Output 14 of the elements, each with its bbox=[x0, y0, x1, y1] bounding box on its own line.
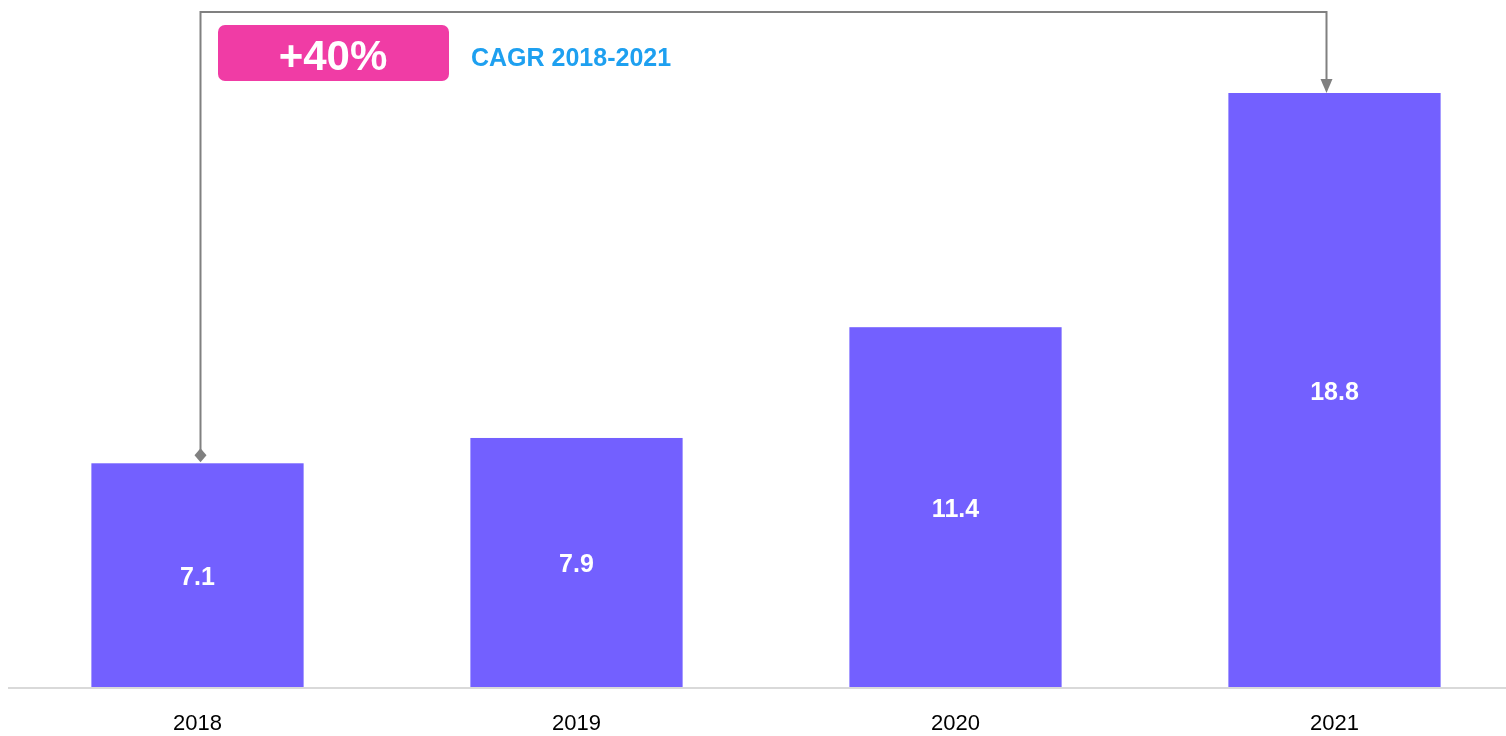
data-label: 18.8 bbox=[1310, 376, 1359, 405]
data-label: 11.4 bbox=[931, 493, 980, 522]
bar bbox=[849, 327, 1062, 688]
bar bbox=[91, 463, 304, 688]
x-tick-label: 2019 bbox=[552, 709, 601, 735]
x-tick-label: 2018 bbox=[173, 709, 222, 735]
bar bbox=[1228, 93, 1441, 688]
x-tick-label: 2021 bbox=[1310, 709, 1359, 735]
x-tick-label: 2020 bbox=[931, 709, 980, 735]
bar bbox=[470, 437, 683, 688]
data-label: 7.9 bbox=[559, 548, 594, 577]
text: CAGR 2018-2021 bbox=[471, 43, 672, 71]
text: +40% bbox=[278, 32, 388, 79]
data-label: 7.1 bbox=[180, 561, 215, 590]
